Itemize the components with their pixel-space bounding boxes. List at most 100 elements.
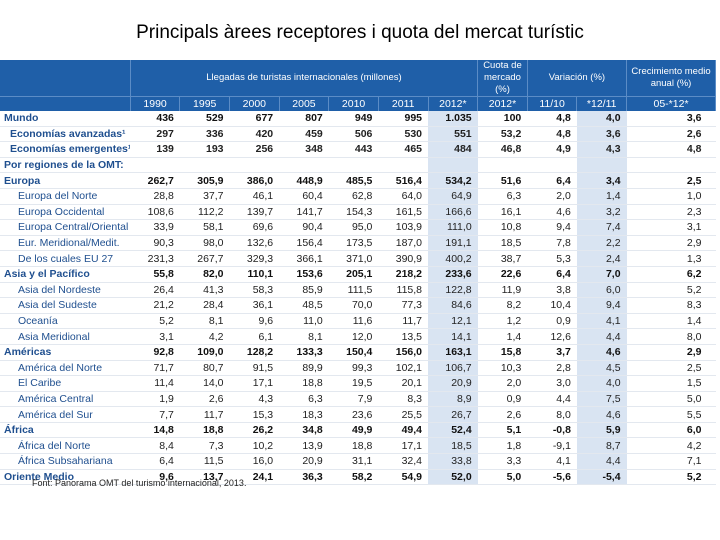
row-value: 0,9 [477,391,528,408]
row-value: 3,6 [576,126,627,143]
row-value: 6,3 [279,391,329,408]
row-value: 3,2 [576,204,627,221]
row-value: 12,6 [527,328,577,345]
header-year: 2000 [229,96,280,111]
row-value: 14,8 [130,421,180,439]
row-value: 8,2 [477,297,528,314]
header-year: 2005 [279,96,330,111]
row-value: 36,1 [229,297,280,314]
row-value: 28,4 [179,297,230,314]
row-value: 24,1 [229,468,280,486]
row-value [279,157,329,174]
row-value: 3,0 [527,375,577,392]
row-value: 95,0 [328,219,379,236]
row-value: 5,9 [576,421,627,439]
row-value: 420 [229,126,280,143]
row-value: 85,9 [279,282,329,299]
row-value: 110,1 [229,265,280,283]
tourism-table: Llegadas de turistas internacionales (mi… [0,60,716,486]
row-label: América del Norte [0,360,131,377]
row-value: 11,9 [477,282,528,299]
table-row: América Central 1,9 2,6 4,3 6,3 7,9 8,3 8,9 0,9 4… [0,391,716,408]
row-value: 10,3 [477,360,528,377]
row-value: 173,5 [328,235,379,252]
row-value: 366,1 [279,250,329,267]
row-value: 18,8 [328,437,379,455]
row-value: 70,0 [328,297,379,314]
row-value: 53,2 [477,126,528,143]
row-value: 5,0 [477,468,528,486]
row-value: 3,4 [576,172,627,189]
row-value: 46,1 [229,188,280,205]
row-value: 166,6 [428,204,478,221]
row-label: El Caribe [0,375,131,392]
row-value: 58,3 [229,282,280,299]
row-value: 506 [328,126,379,143]
row-value [229,157,280,174]
row-value: 31,1 [328,453,379,470]
header-group-variation: Variación (%) [527,60,628,97]
row-value: 4,6 [527,204,577,221]
row-value [527,157,577,174]
table-row: Asia del Nordeste 26,4 41,3 58,3 85,9 111,5 11… [0,282,716,299]
row-value: 459 [279,126,329,143]
row-value: 4,5 [576,360,627,377]
row-value: 20,9 [279,453,329,470]
row-value: 8,3 [378,391,429,408]
table-row: Economías emergentes¹ 139 193 256 348 443 465 4… [0,141,716,158]
row-value: 18,5 [477,235,528,252]
row-value: 233,6 [428,265,478,283]
row-value: 156,0 [378,343,429,361]
row-value: 2,6 [179,391,230,408]
row-value: 1,8 [477,437,528,455]
header-year: 2011 [378,96,429,111]
row-label: Economías avanzadas¹ [0,126,131,143]
row-value: 62,8 [328,188,379,205]
row-value: 4,2 [626,437,716,455]
row-value: 516,4 [378,172,429,189]
header-group-share: Cuota de mercado (%) [477,60,528,97]
row-value: 2,2 [576,235,627,252]
row-value: 218,2 [378,265,429,283]
row-value: 18,8 [279,375,329,392]
header-year: 2010 [328,96,379,111]
header-year: 2012* [428,96,479,111]
row-value: 154,3 [328,204,379,221]
table-body: Mundo 436 529 677 807 949 995 1.035 100 4,8 4,0 3,6… [0,111,716,486]
row-label: Europa Occidental [0,204,131,221]
header-year: *12/11 [576,96,628,111]
row-value: 64,0 [378,188,429,205]
row-value: 8,3 [626,297,716,314]
row-value: 122,8 [428,282,478,299]
row-value: 109,0 [179,343,230,361]
row-label: Oceanía [0,313,131,330]
row-value [179,157,230,174]
row-value: 807 [279,111,329,127]
row-value: 1,3 [626,250,716,267]
row-value: 2,0 [527,188,577,205]
row-value: 8,0 [626,328,716,345]
row-value: 141,7 [279,204,329,221]
row-value: 82,0 [179,265,230,283]
row-value: 111,0 [428,219,478,236]
header-year: 1995 [179,96,231,111]
table-row: Eur. Meridional/Medit. 90,3 98,0 132,6 156,4… [0,235,716,252]
row-value: 3,8 [527,282,577,299]
row-value: 2,3 [626,204,716,221]
row-value: 48,5 [279,297,329,314]
row-value: 11,0 [279,313,329,330]
table-row: América del Sur 7,7 11,7 15,3 18,3 23,6 25,5 26… [0,406,716,423]
row-value: 2,8 [527,360,577,377]
row-value: 41,3 [179,282,230,299]
row-value: 99,3 [328,360,379,377]
table-row: Economías avanzadas¹ 297 336 420 459 506 530 55… [0,126,716,143]
row-value: 64,9 [428,188,478,205]
row-value: 7,7 [130,406,180,423]
table-row: África Subsahariana 6,4 11,5 16,0 20,9 31,1 32… [0,453,716,470]
row-value: 10,8 [477,219,528,236]
row-value: 534,2 [428,172,478,189]
row-value [130,157,180,174]
row-value: 5,0 [626,391,716,408]
row-value: 371,0 [328,250,379,267]
row-value: 231,3 [130,250,180,267]
